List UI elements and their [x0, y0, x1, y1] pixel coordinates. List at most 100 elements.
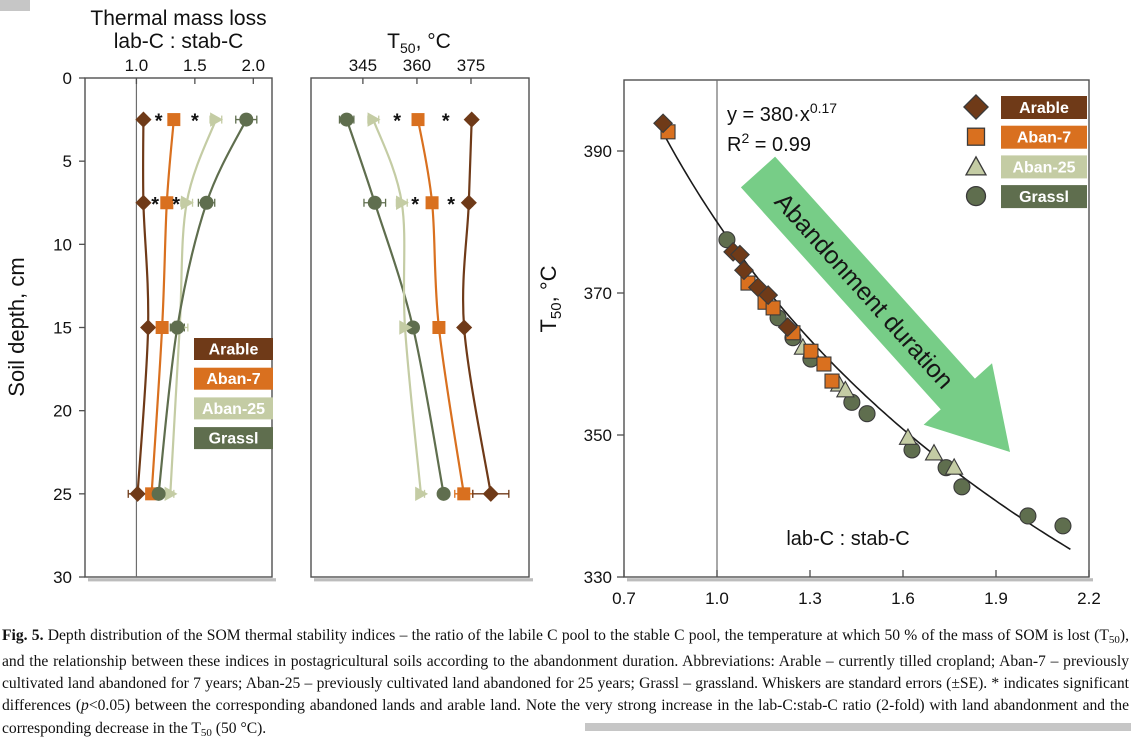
aban-7-line: [416, 119, 465, 494]
legend-label: Aban-25: [202, 401, 265, 418]
arable-marker: [129, 485, 146, 502]
significance-asterisk: *: [393, 111, 401, 133]
arable-point: [777, 317, 798, 338]
x-tick-label: 375: [457, 56, 485, 75]
aban-25-marker: [415, 486, 429, 502]
grassl-marker: [436, 486, 451, 501]
y-tick-label: 5: [63, 152, 72, 171]
grassl-point: [1054, 517, 1072, 535]
significance-asterisk: *: [191, 111, 199, 133]
figure-caption: Fig. 5. Depth distribution of the SOM th…: [0, 625, 1131, 744]
legend-label: Arable: [209, 342, 259, 359]
grassl-marker: [151, 486, 166, 501]
y-tick-label: 10: [53, 235, 72, 254]
arable-marker: [482, 485, 499, 502]
y-axis-label: T50, °C: [536, 265, 565, 332]
aban-7-marker: [155, 321, 169, 334]
legend-marker-aban-7: [966, 127, 986, 146]
arable-point: [653, 113, 674, 134]
arable-marker: [140, 319, 157, 336]
y-tick-label: 390: [584, 142, 612, 161]
legend-label: Aban-7: [1017, 130, 1071, 147]
significance-asterisk: *: [447, 194, 455, 216]
caption-segment: Fig. 5.: [2, 626, 44, 644]
aban-25-marker: [210, 112, 224, 127]
panel-shadow: [314, 578, 533, 582]
arable-marker: [456, 319, 473, 336]
legend-swatch-aban-25: [194, 397, 273, 420]
y-axis-label-text: Soil depth, cm: [4, 257, 29, 396]
x-tick-label: 1.3: [798, 589, 822, 608]
panel-title: Thermal mass loss: [90, 7, 266, 30]
aban-25-marker: [399, 320, 413, 335]
grassl-marker: [367, 195, 382, 210]
aban-25-point: [924, 443, 944, 461]
x-tick-label: 1.5: [183, 56, 207, 75]
y-tick-label: 25: [53, 485, 72, 504]
x-tick-label: 2.2: [1077, 589, 1101, 608]
grassl-point: [1019, 507, 1037, 525]
scan-artifact-top-left: [0, 0, 30, 11]
significance-asterisk: *: [172, 194, 180, 216]
fit-r-squared: R2 = 0.99: [727, 130, 811, 156]
scan-artifact-bottom: [585, 723, 1131, 731]
aban-7-marker: [411, 113, 425, 127]
grassl-point: [858, 405, 876, 423]
caption-segment: 50: [200, 726, 212, 739]
significance-asterisk: *: [155, 111, 163, 133]
legend-swatch-aban-7: [1001, 125, 1087, 149]
grassl-marker: [199, 195, 214, 210]
aban-25-line: [169, 119, 217, 494]
plot-frame: [623, 79, 1090, 578]
aban-7-marker: [432, 321, 446, 334]
aban-7-marker: [457, 487, 471, 501]
caption-segment: p: [81, 697, 89, 715]
x-axis-annotation: lab-C : stab-C: [786, 528, 909, 550]
legend-swatch-aban-25: [1001, 155, 1087, 179]
legend-label: Aban-7: [206, 371, 260, 388]
y-tick-label: 30: [53, 568, 72, 587]
arrow-shape: [740, 156, 1011, 452]
y-tick-label: 370: [584, 284, 612, 303]
y-tick-label: 350: [584, 426, 612, 445]
y-tick-label: 330: [584, 568, 612, 587]
arable-point: [747, 277, 768, 298]
aban-25-marker: [180, 195, 194, 210]
caption-segment: (50 °C).: [211, 719, 267, 737]
x-tick-label: 1.0: [125, 56, 149, 75]
aban-25-point: [898, 427, 918, 445]
aban-25-marker: [367, 112, 381, 127]
panel-title: T50, °C: [387, 30, 451, 56]
profile-legend: Arable Aban-7 Aban-25 Grassl: [194, 338, 273, 450]
legend-swatch-arable: [1001, 96, 1087, 119]
grassl-marker: [405, 320, 420, 335]
scatter-legend: Arable Aban-7 Aban-25 Grassl: [963, 94, 1087, 209]
grassl-marker: [339, 112, 354, 127]
legend-swatch-grassl: [1001, 185, 1087, 209]
aban-7-point: [765, 300, 781, 316]
aban-25-line: [372, 119, 422, 494]
grassl-point: [953, 478, 971, 496]
arable-marker: [135, 111, 152, 128]
panel-subtitle: lab-C : stab-C: [114, 30, 244, 53]
legend-swatch-arable: [194, 338, 273, 360]
aban-7-point: [803, 343, 819, 359]
arable-point: [758, 285, 779, 306]
fit-equation: y = 380·x0.17: [727, 100, 837, 126]
caption-segment: 50: [1108, 633, 1120, 646]
x-tick-label: 1.0: [705, 589, 729, 608]
y-tick-label: 15: [53, 319, 72, 338]
aban-7-marker: [425, 196, 439, 210]
arable-marker: [460, 194, 477, 211]
aban-7-marker: [167, 113, 181, 127]
legend-label: Grassl: [1019, 189, 1069, 206]
grassl-point: [718, 231, 736, 249]
legend-label: Aban-25: [1012, 159, 1075, 176]
caption-segment: ), and the relationship between these in…: [2, 626, 1129, 715]
y-axis-label-text: T50, °C: [536, 265, 565, 332]
legend-marker-aban-25: [964, 155, 988, 176]
plot-frame: [310, 77, 530, 578]
aban-25-point: [835, 380, 855, 398]
x-tick-label: 360: [403, 56, 431, 75]
